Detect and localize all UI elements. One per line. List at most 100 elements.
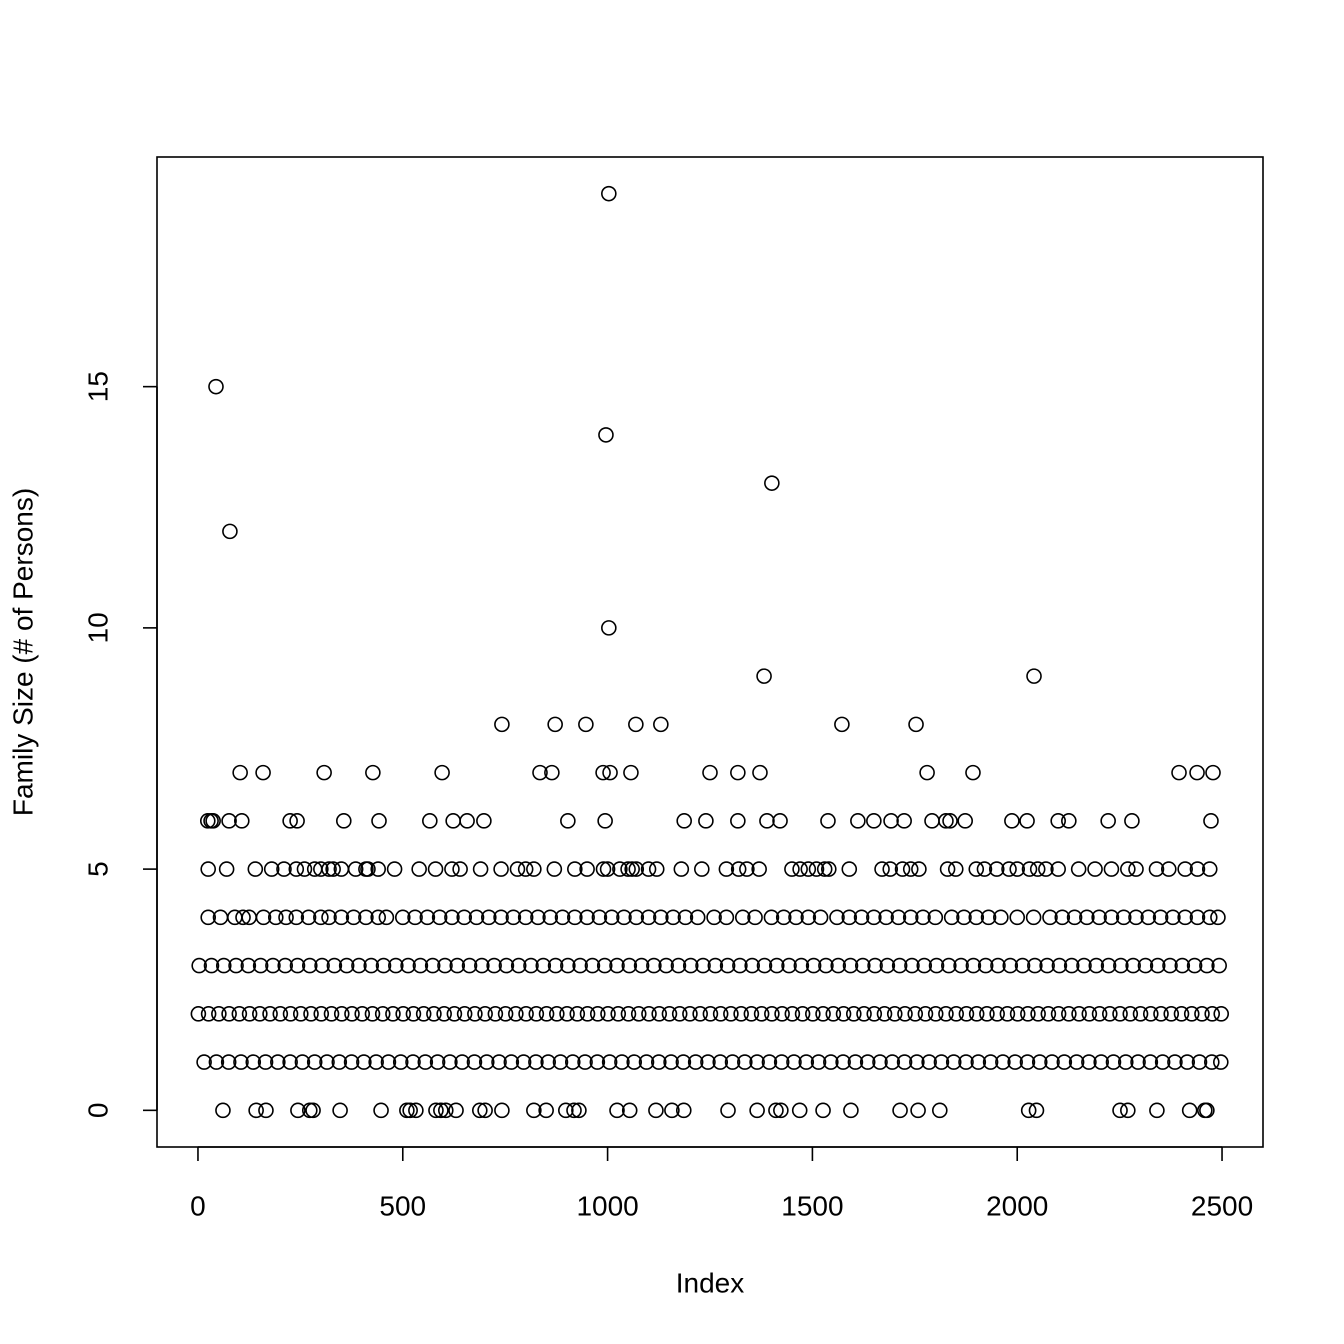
point — [442, 1054, 458, 1070]
point — [232, 764, 248, 781]
point — [856, 1006, 872, 1022]
point — [942, 813, 958, 829]
point — [739, 861, 755, 877]
point — [596, 957, 613, 974]
point — [764, 475, 780, 491]
point — [1061, 813, 1077, 829]
point — [990, 957, 1006, 974]
point — [532, 764, 548, 781]
point — [1009, 1006, 1026, 1022]
point — [756, 957, 773, 974]
point — [528, 1054, 544, 1070]
point — [515, 1054, 532, 1070]
point — [938, 813, 954, 829]
point — [792, 861, 808, 877]
point — [805, 957, 822, 974]
point — [228, 957, 244, 974]
point — [535, 957, 552, 974]
point — [459, 813, 475, 829]
point — [677, 909, 694, 926]
point — [395, 1006, 411, 1022]
point — [526, 1102, 542, 1119]
point — [712, 1054, 729, 1070]
point — [365, 764, 381, 781]
point — [1186, 957, 1203, 974]
point — [907, 1006, 924, 1022]
point — [730, 861, 747, 877]
point — [474, 957, 490, 974]
point — [598, 427, 614, 443]
point — [510, 957, 527, 974]
point — [1201, 861, 1218, 877]
point — [262, 1006, 278, 1022]
point — [445, 813, 461, 829]
point — [589, 1054, 606, 1070]
point — [467, 1006, 483, 1022]
point — [808, 861, 825, 877]
point — [753, 1006, 770, 1022]
point — [454, 1054, 470, 1070]
point — [945, 1054, 962, 1070]
point — [554, 909, 571, 926]
point — [303, 1006, 319, 1022]
point — [1026, 668, 1042, 684]
point — [648, 861, 665, 877]
point — [859, 1054, 876, 1070]
point — [633, 957, 650, 974]
point — [559, 1006, 575, 1022]
point — [1002, 957, 1019, 974]
point — [841, 861, 858, 877]
point — [345, 909, 362, 926]
point — [200, 861, 217, 877]
point — [791, 1102, 808, 1119]
point — [956, 909, 972, 926]
point — [1174, 957, 1191, 974]
point — [979, 1006, 995, 1022]
point — [1068, 1054, 1085, 1070]
point — [816, 861, 833, 877]
point — [993, 909, 1009, 926]
point — [793, 957, 810, 974]
point — [333, 909, 350, 926]
point — [933, 1054, 950, 1070]
point — [392, 1054, 409, 1070]
point — [431, 909, 448, 926]
point — [394, 909, 411, 926]
point — [578, 716, 594, 733]
point — [815, 1006, 831, 1022]
point — [1021, 861, 1038, 877]
point — [437, 957, 453, 974]
point — [548, 1006, 565, 1022]
point — [876, 1006, 893, 1022]
point — [332, 1102, 348, 1119]
point — [664, 1102, 680, 1119]
point — [567, 861, 583, 877]
point — [910, 1102, 926, 1119]
point — [620, 861, 636, 877]
point — [288, 909, 305, 926]
point — [233, 1054, 249, 1070]
point — [820, 813, 836, 829]
point — [1142, 1054, 1159, 1070]
point — [702, 764, 718, 781]
point — [1044, 1054, 1060, 1070]
point — [301, 957, 318, 974]
point — [270, 1054, 286, 1070]
point — [245, 1054, 262, 1070]
point — [829, 909, 845, 926]
point — [218, 861, 235, 877]
point — [1125, 957, 1141, 974]
point — [503, 1054, 520, 1070]
point — [968, 861, 985, 877]
point — [530, 909, 546, 926]
point — [752, 764, 768, 781]
point — [360, 861, 376, 877]
point — [624, 861, 640, 877]
point — [466, 1054, 483, 1070]
point — [968, 1006, 985, 1022]
point — [1056, 1054, 1073, 1070]
point — [486, 957, 502, 974]
point — [1020, 1006, 1036, 1022]
point — [800, 861, 817, 877]
point — [589, 1006, 606, 1022]
